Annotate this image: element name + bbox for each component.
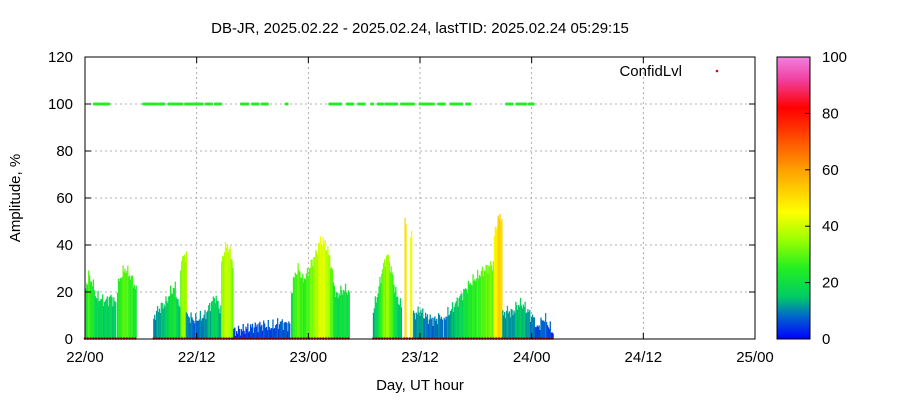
colorbar-tick-label: 80 bbox=[822, 105, 839, 122]
x-tick-label: 23/00 bbox=[290, 349, 328, 366]
confidence-point bbox=[431, 102, 435, 106]
y-axis: 0 20 40 60 80 100 120 bbox=[48, 49, 755, 348]
y-axis-label: Amplitude, % bbox=[7, 154, 24, 242]
confidence-point bbox=[107, 102, 111, 106]
confidence-point bbox=[412, 102, 416, 106]
confidence-point bbox=[395, 102, 399, 106]
confidence-point bbox=[442, 102, 446, 106]
x-tick-label: 25/00 bbox=[736, 349, 774, 366]
x-tick-label: 22/12 bbox=[178, 349, 216, 366]
confidence-point bbox=[155, 102, 159, 106]
colorbar-tick-label: 0 bbox=[822, 331, 830, 348]
series-bars bbox=[85, 213, 554, 339]
x-axis-label: Day, UT hour bbox=[376, 377, 464, 394]
y-tick-label: 40 bbox=[56, 237, 73, 254]
confidence-points bbox=[83, 102, 554, 340]
y-tick-label: 20 bbox=[56, 284, 73, 301]
legend-label: ConfidLvl bbox=[619, 63, 682, 80]
confidence-point bbox=[339, 102, 343, 106]
confidence-point bbox=[371, 102, 375, 106]
confidence-point bbox=[460, 102, 464, 106]
confidence-point bbox=[468, 102, 472, 106]
colorbar-tick-label: 60 bbox=[822, 162, 839, 179]
confidence-point bbox=[351, 102, 355, 106]
confidence-point bbox=[510, 102, 514, 106]
confidence-point bbox=[265, 102, 269, 106]
colorbar-tick-label: 20 bbox=[822, 275, 839, 292]
y-tick-label: 100 bbox=[48, 96, 73, 113]
confidence-point bbox=[210, 102, 214, 106]
legend-marker bbox=[715, 69, 719, 73]
chart-title: DB-JR, 2025.02.22 - 2025.02.24, lastTID:… bbox=[211, 20, 629, 37]
confidence-point bbox=[256, 102, 260, 106]
x-tick-label: 22/00 bbox=[66, 349, 104, 366]
confidence-point bbox=[362, 102, 366, 106]
y-tick-label: 120 bbox=[48, 49, 73, 66]
confidence-point bbox=[200, 102, 204, 106]
y-tick-label: 60 bbox=[56, 190, 73, 207]
confidence-point bbox=[162, 102, 166, 106]
confidence-point bbox=[246, 102, 250, 106]
colorbar-axis: 0 20 40 60 80 100 bbox=[805, 49, 847, 348]
confidence-point bbox=[285, 102, 289, 106]
colorbar-tick-label: 40 bbox=[822, 218, 839, 235]
confidence-point bbox=[524, 102, 528, 106]
confidence-point bbox=[180, 102, 184, 106]
y-tick-label: 0 bbox=[65, 331, 73, 348]
x-tick-label: 24/00 bbox=[513, 349, 551, 366]
x-tick-label: 24/12 bbox=[625, 349, 663, 366]
x-tick-label: 23/12 bbox=[401, 349, 439, 366]
x-axis: 22/00 22/12 23/00 23/12 24/00 24/12 25/00 bbox=[66, 57, 774, 366]
colorbar bbox=[776, 56, 811, 340]
confidence-point bbox=[531, 102, 535, 106]
confidence-point bbox=[219, 102, 223, 106]
confidence-point bbox=[381, 102, 385, 106]
colorbar-tick-label: 100 bbox=[822, 49, 847, 66]
y-tick-label: 80 bbox=[56, 143, 73, 160]
